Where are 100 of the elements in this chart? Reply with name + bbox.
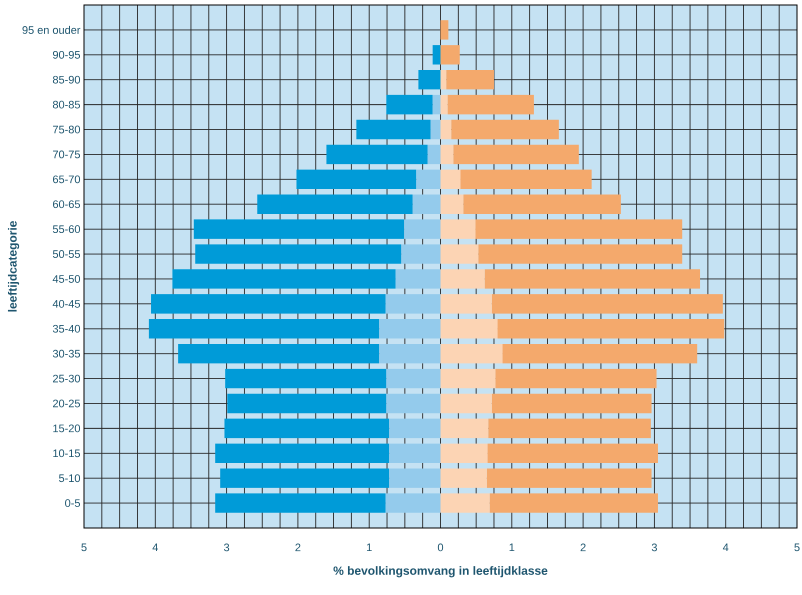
bar [451,120,559,140]
bar [440,170,460,190]
y-tick-label: 65-70 [53,175,80,184]
bar [151,294,386,314]
bar [379,319,440,338]
bar [440,444,488,463]
bar [418,70,440,90]
bar [492,294,723,314]
bar [428,144,440,164]
bar [220,468,390,488]
x-tick-label: 3 [652,544,657,552]
bar [178,344,380,364]
x-tick-label: 5 [794,544,800,552]
y-tick-label: 15-20 [53,424,80,432]
x-tick-label: 4 [722,544,728,552]
x-tick-label: 0 [438,544,444,552]
bar [224,418,390,438]
bar [148,319,380,338]
bar [215,493,386,513]
bar [440,294,492,314]
y-tick-label: 50-55 [52,250,80,258]
bar [440,344,503,364]
bar [498,319,724,338]
bar [502,344,698,364]
bar [440,319,498,338]
bar [386,368,440,388]
bar [296,170,416,190]
bar [453,144,579,164]
bar [432,45,440,65]
bar [386,394,440,414]
bar [463,194,621,214]
y-tick-label: 95 en ouder [22,26,80,34]
bar [225,368,386,388]
bar [460,170,592,190]
bar [492,394,652,414]
bar [440,394,492,414]
bar [412,194,440,214]
y-tick-label: 5-10 [58,474,80,482]
bar [386,294,440,314]
bar [440,418,488,438]
bar [440,244,478,264]
bar [440,70,446,90]
y-tick-label: 80-85 [52,100,80,108]
bar [440,368,496,388]
bar [432,94,440,114]
bar [440,468,487,488]
bar [215,444,390,463]
bar [227,394,386,414]
bar [446,70,494,90]
x-tick-label: 2 [295,544,300,552]
x-tick-label: 3 [224,544,230,552]
bar [490,493,658,513]
bar [379,344,440,364]
y-tick-label: 0-5 [65,499,80,507]
bar [478,244,682,264]
y-tick-label: 55-60 [52,225,80,234]
bar [440,219,476,239]
bar [440,144,454,164]
bar [440,94,448,114]
bar [416,170,440,190]
bar [396,269,440,289]
y-tick-label: 90-95 [52,50,80,59]
bar [257,194,413,214]
y-axis-title: leeftijdcategorie [8,221,20,312]
bar [194,219,404,239]
bar [195,244,402,264]
bar [386,94,433,114]
y-tick-label: 85-90 [52,76,80,84]
bar [386,493,440,513]
y-tick-label: 70-75 [53,150,80,158]
bar [389,468,440,488]
x-tick-label: 2 [580,544,586,552]
y-tick-label: 35-40 [52,324,80,333]
bar [440,45,460,65]
bar [440,120,452,140]
bar [356,120,431,140]
bar [448,94,534,114]
bar [484,269,700,289]
bar [389,444,440,463]
bar [475,219,682,239]
bar [326,144,428,164]
bar [440,269,485,289]
y-tick-label: 40-45 [52,300,80,308]
x-tick-label: 4 [152,544,158,552]
bar [486,468,652,488]
bar [404,219,440,239]
bar [440,493,490,513]
y-tick-label: 60-65 [53,200,80,208]
x-tick-label: 5 [81,544,87,552]
bar [440,194,464,214]
bar [495,368,657,388]
x-axis-title: % bevolkingsomvang in leeftijdklasse [334,566,548,578]
x-tick-label: 1 [366,544,372,552]
y-tick-label: 20-25 [53,400,80,408]
bar [401,244,440,264]
bar [172,269,396,289]
bar [389,418,440,438]
y-tick-label: 25-30 [53,374,80,382]
bar [488,418,651,438]
bar [430,120,440,140]
